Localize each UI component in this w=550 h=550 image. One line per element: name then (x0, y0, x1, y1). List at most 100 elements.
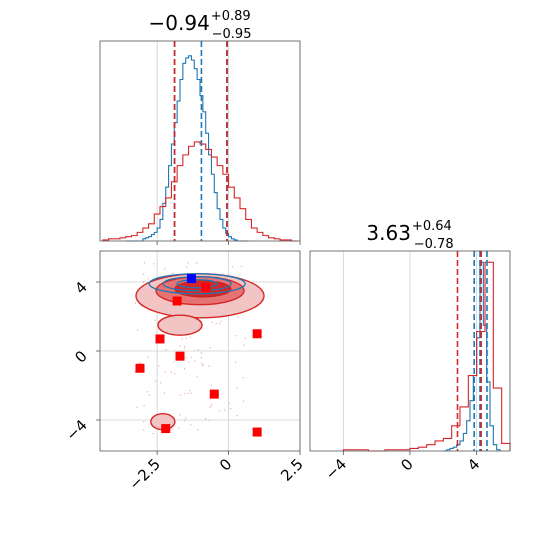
top-hist-series (102, 55, 298, 242)
blue-contour-inner (176, 279, 218, 289)
density-dot (171, 428, 173, 430)
joint-y-tick-label: 4 (71, 278, 90, 297)
density-dot (220, 320, 222, 322)
density-dot (200, 362, 203, 364)
density-dot (189, 336, 192, 338)
density-dot (152, 432, 154, 435)
density-dot (136, 329, 139, 331)
density-dot (210, 405, 212, 408)
density-dot (178, 427, 180, 429)
density-dot (147, 278, 149, 280)
right-hist-title: 3.63+0.64 −0.78 (366, 219, 453, 252)
density-dot (143, 421, 145, 423)
density-dot (187, 392, 189, 394)
density-dot (229, 407, 232, 410)
density-dot (210, 403, 213, 406)
right-hist-title-sup: +0.64 (412, 219, 452, 234)
density-dot (142, 281, 144, 283)
top-hist-series-0 (125, 55, 249, 242)
red-sample-marker (252, 329, 262, 339)
density-dot (185, 417, 187, 419)
density-dot (208, 406, 211, 408)
density-dot (159, 382, 162, 384)
top-hist-vlines (173, 41, 228, 241)
density-dot (142, 429, 145, 431)
joint-x-tick-label: 2.5 (277, 455, 307, 485)
right-hist-series (342, 261, 511, 452)
density-dot (200, 352, 203, 354)
joint-y-tick-label: 0 (71, 347, 90, 366)
red-sample-marker (175, 351, 185, 361)
blue-contour-mid (162, 276, 232, 292)
density-dot (200, 357, 202, 359)
density-dot (179, 414, 182, 416)
density-dot (146, 390, 149, 393)
density-dot (190, 424, 192, 426)
density-dot (183, 368, 186, 370)
blue-truth-marker (186, 274, 196, 284)
density-dot (244, 337, 247, 339)
density-dot (196, 376, 198, 378)
density-dot (173, 372, 176, 375)
red-sample-marker (155, 334, 165, 344)
right-hist-vlines (456, 251, 488, 451)
density-dot (183, 347, 186, 349)
joint-x-tick-label: −2.5 (125, 455, 163, 493)
density-dot (142, 273, 145, 275)
density-dot (190, 392, 192, 394)
density-dot (240, 265, 243, 268)
density-dot (215, 322, 217, 325)
density-dot (164, 371, 166, 373)
top-hist-series-1 (102, 141, 298, 242)
right-x-tick-label: −4 (322, 455, 350, 483)
density-dot (231, 266, 234, 268)
density-dot (186, 262, 189, 264)
density-dot (202, 364, 204, 367)
density-dot (188, 389, 191, 392)
density-dot (134, 302, 136, 305)
density-dot (136, 406, 138, 408)
top-hist-title-sub: −0.95 (212, 27, 252, 42)
top-hist-grid (156, 41, 301, 241)
right-hist-series-0 (443, 261, 501, 452)
density-dot (184, 345, 186, 348)
density-dot (172, 272, 174, 275)
red-sample-marker (161, 424, 171, 434)
density-dot (235, 335, 238, 337)
density-dot (197, 349, 200, 351)
density-dot (185, 357, 187, 359)
density-dot (208, 419, 211, 422)
density-dot (202, 363, 204, 366)
density-dot (236, 387, 238, 389)
density-dot (234, 361, 237, 363)
density-dot (170, 371, 172, 373)
density-dot (242, 400, 245, 402)
density-dot (154, 319, 157, 322)
right-hist-grid (342, 251, 478, 451)
density-dot (153, 263, 155, 265)
top-hist-ticks (156, 241, 301, 245)
density-dot (193, 360, 196, 362)
top-hist-title: −0.94+0.89 −0.95 (149, 9, 252, 42)
density-dot (184, 392, 186, 395)
joint-contours (135, 273, 265, 431)
joint-markers (135, 274, 262, 437)
density-dot (185, 337, 188, 340)
density-dot (195, 262, 198, 264)
red-contour-lobe (157, 314, 203, 336)
density-dot (218, 410, 220, 412)
density-dot (210, 384, 212, 387)
joint-panel: −2.5 0 2.5 −4 0 4 (62, 250, 307, 494)
density-dot (164, 268, 166, 270)
density-dot (139, 361, 141, 364)
top-hist-title-main: −0.94 (149, 11, 210, 35)
joint-y-tick-label: −4 (62, 416, 90, 444)
top-hist-title-sup: +0.89 (211, 9, 251, 24)
right-hist-series-1 (342, 261, 511, 452)
density-dot (190, 356, 193, 358)
right-hist-ticks: −4 0 4 (322, 451, 483, 483)
density-dot (158, 365, 160, 367)
density-dot (208, 365, 210, 367)
density-dot (196, 428, 199, 431)
